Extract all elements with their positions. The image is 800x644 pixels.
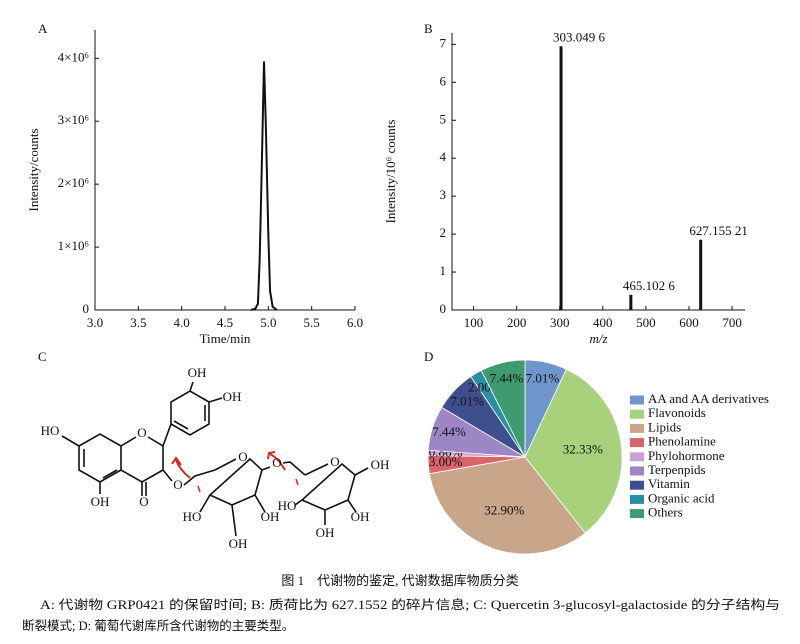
slice-label: 32.33% (563, 441, 603, 456)
legend-swatch (630, 409, 644, 419)
slice-label: 32.90% (484, 502, 524, 517)
atom: O (238, 449, 247, 464)
y-tick-label: 1×10⁶ (58, 238, 89, 253)
y-tick-label: 3 (440, 187, 447, 202)
atom: O (173, 477, 182, 492)
x-tick-label: 200 (507, 315, 527, 330)
atom: O (272, 455, 281, 470)
pie-slice (524, 368, 623, 534)
legend-label: AA and AA derivatives (648, 391, 769, 406)
atom: OH (316, 525, 335, 540)
caption-title: 图 1 代谢物的鉴定, 代谢数据库物质分类 (281, 573, 518, 588)
panel-label: A (38, 21, 48, 36)
atom: OH (223, 389, 242, 404)
x-tick-label: 5.0 (260, 315, 276, 330)
axis (94, 30, 355, 311)
y-tick-label: 1 (440, 263, 447, 278)
x-axis-label: m/z (589, 331, 607, 346)
legend-swatch (630, 509, 644, 519)
x-tick-label: 6.0 (347, 315, 363, 330)
x-tick-label: 100 (464, 315, 484, 330)
peak-label: 303.049 6 (553, 29, 606, 44)
legend-swatch (630, 494, 644, 504)
cleavage-arrow (175, 459, 191, 479)
x-tick-label: 600 (679, 315, 699, 330)
x-tick-label: 5.5 (304, 315, 320, 330)
legend-label: Flavonoids (648, 405, 706, 420)
peak-label: 627.155 21 (689, 223, 748, 238)
panel-label: D (424, 349, 433, 364)
legend-label: Phenolamine (648, 434, 716, 449)
atom: OH (261, 509, 280, 524)
caption-line: 断裂模式; D: 葡萄代谢库所含代谢物的主要类型。 (22, 618, 294, 633)
x-tick-label: 4.0 (174, 315, 190, 330)
legend-label: Others (648, 505, 683, 520)
slice-label: 7.44% (490, 371, 524, 386)
arrow-head (267, 451, 276, 460)
slice-label: 7.01% (450, 393, 484, 408)
skeleton (61, 381, 369, 537)
atom: OH (371, 457, 390, 472)
caption-line: A: 代谢物 GRP0421 的保留时间; B: 质荷比为 627.1552 的… (40, 597, 780, 612)
atom: OH (351, 509, 370, 524)
pie-slice (428, 456, 586, 555)
atom: HO (278, 498, 297, 513)
legend-label: Organic acid (648, 490, 715, 505)
legend-label: Lipids (648, 419, 681, 434)
legend-swatch (630, 466, 644, 476)
y-tick-label: 4 (440, 149, 447, 164)
pie-slice (480, 359, 526, 458)
y-tick-label: 0 (83, 301, 90, 316)
peak-label: 465.102 6 (623, 278, 676, 293)
cleavage-arrow (269, 453, 286, 471)
legend-swatch (630, 480, 644, 490)
x-tick-label: 3.0 (87, 315, 103, 330)
legend-swatch (630, 395, 644, 405)
atom: O (137, 425, 146, 440)
legend-label: Vitamin (648, 476, 690, 491)
atom: OH (91, 494, 110, 509)
y-tick-label: 7 (440, 35, 447, 50)
panel-label: C (38, 349, 47, 364)
slice-label: 7.44% (432, 424, 466, 439)
y-tick-label: 2 (440, 225, 447, 240)
y-axis-label: Intensity/counts (26, 128, 41, 211)
y-axis-label: Intensity/10⁶ counts (383, 120, 398, 224)
slice-label: 3.00% (429, 454, 463, 469)
atom: OH (229, 536, 248, 551)
x-tick-label: 500 (636, 315, 656, 330)
y-tick-label: 6 (440, 73, 447, 88)
y-tick-label: 2×10⁶ (58, 175, 89, 190)
structure: C OH OH HO O O OH O O HO OH OH O O OH OH… (38, 349, 389, 551)
x-tick-label: 300 (550, 315, 570, 330)
x-tick-label: 3.5 (130, 315, 146, 330)
atom: OH (188, 365, 207, 380)
x-tick-label: 400 (593, 315, 613, 330)
x-tick-label: 4.5 (217, 315, 233, 330)
y-tick-label: 3×10⁶ (58, 112, 89, 127)
atom: HO (183, 509, 202, 524)
x-axis-label: Time/min (200, 331, 251, 346)
chromatogram-line (250, 61, 278, 311)
cleavage-mark (295, 478, 299, 486)
x-tick-label: 700 (722, 315, 742, 330)
atom: O (139, 494, 148, 509)
legend-label: Phylohormone (648, 448, 725, 463)
legend-label: Terpenpids (648, 462, 706, 477)
panel-label: B (424, 21, 433, 36)
arrow-head (171, 456, 182, 466)
y-tick-label: 4×10⁶ (58, 49, 89, 64)
atom: HO (41, 423, 60, 438)
slice-label: 7.01% (526, 370, 560, 385)
y-tick-label: 0 (440, 301, 447, 316)
legend-swatch (630, 438, 644, 448)
legend-swatch (630, 452, 644, 462)
cleavage-mark (197, 485, 201, 493)
legend-swatch (630, 423, 644, 433)
atom: O (330, 454, 339, 469)
y-tick-label: 5 (440, 111, 447, 126)
